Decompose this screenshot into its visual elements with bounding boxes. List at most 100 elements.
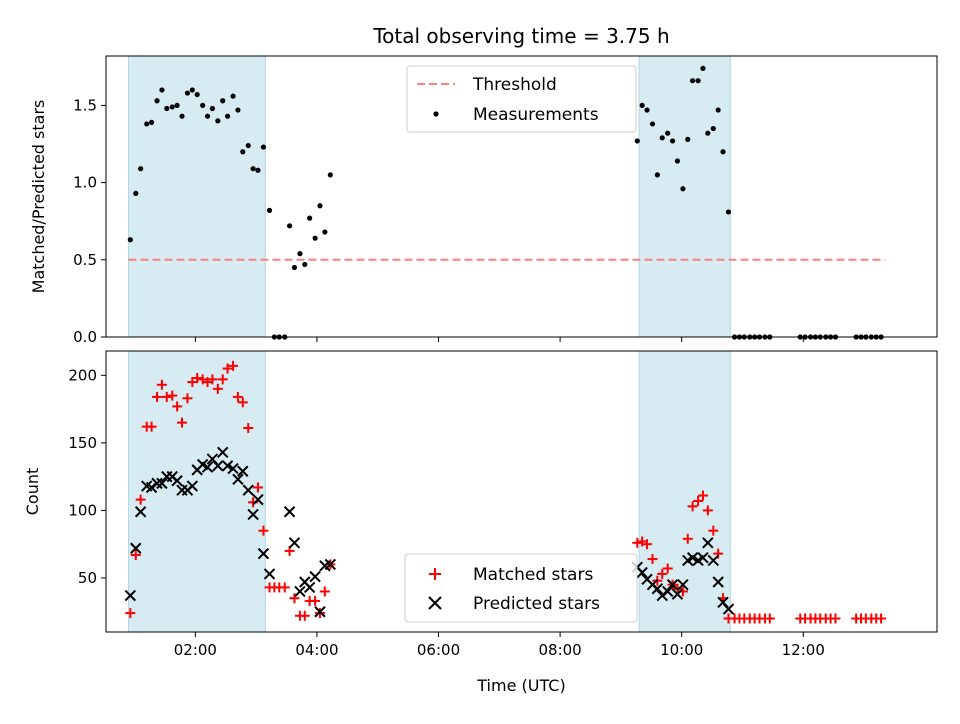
matched-stars-point (212, 383, 223, 394)
measurement-point (700, 65, 706, 71)
predicted-stars-point (288, 537, 301, 549)
predicted-stars-point (636, 566, 648, 579)
matched-stars-point (156, 379, 167, 390)
x-tick-label: 12:00 (782, 641, 825, 659)
predicted-stars-point (702, 537, 714, 549)
measurement-point (327, 172, 333, 178)
y-tick-label: 0.0 (73, 328, 97, 346)
measurement-point (200, 102, 206, 109)
matched-stars-point (289, 593, 300, 604)
measurement-point (148, 119, 155, 125)
ratio-panel: 0.0 0.5 1.0 1.5 Total observing time = 3.75… (29, 24, 938, 346)
measurement-point (138, 166, 144, 172)
y-tick-label: 1.5 (73, 96, 97, 114)
matched-stars-point (237, 397, 248, 408)
matched-stars-point (642, 539, 653, 550)
matched-stars-point (182, 393, 193, 404)
measurement-point (209, 105, 215, 112)
matched-stars-point (279, 582, 290, 593)
measurement-point (725, 209, 732, 215)
predicted-stars-point (124, 589, 137, 602)
measurement-point (302, 261, 308, 268)
measurement-point (169, 104, 175, 110)
count-panel-frame (105, 350, 938, 633)
predicted-stars-point (661, 585, 674, 598)
x-tick-label: 08:00 (538, 641, 581, 659)
predicted-stars-point (130, 542, 142, 554)
predicted-stars-point (666, 579, 679, 591)
matched-stars-point (167, 390, 178, 401)
measurement-point (695, 78, 701, 84)
predicted-stars-legend-swatch (428, 596, 442, 610)
measurement-point (705, 130, 711, 136)
predicted-stars-point (314, 606, 326, 618)
measurement-point (204, 113, 211, 119)
matched-stars-point (172, 401, 183, 412)
predicted-stars-point (212, 460, 224, 472)
chart-title: Total observing time = 3.75 h (372, 24, 669, 48)
measurement-point (669, 138, 676, 144)
measurement-point (297, 251, 303, 257)
threshold-legend-label: Threshold (472, 75, 557, 95)
x-tick-label: 06:00 (417, 641, 460, 659)
x-tick-label: 02:00 (174, 641, 217, 659)
predicted-stars-point (671, 588, 684, 600)
measurement-point (250, 166, 256, 172)
ratio-y-axis-label: Matched/Predicted stars (29, 100, 48, 294)
predicted-stars-point (171, 474, 183, 487)
matched-stars-point (647, 554, 658, 565)
matched-stars-point (258, 525, 269, 536)
measurement-point (144, 121, 150, 127)
matched-stars-point (217, 374, 228, 385)
matched-stars-legend-label: Matched stars (473, 565, 593, 585)
measurement-point (654, 172, 660, 178)
ratio-legend-box (406, 65, 637, 133)
predicted-stars-point (686, 551, 699, 564)
count-legend-box (404, 553, 638, 623)
matched-stars-point (299, 610, 310, 621)
matched-stars-point (243, 423, 254, 434)
y-tick-label: 100 (68, 501, 97, 519)
measurement-point (286, 223, 293, 229)
measurement-point (674, 158, 681, 164)
measurement-point (240, 149, 246, 155)
measurement-point (715, 107, 721, 113)
matched-stars-point (207, 374, 218, 385)
predicted-stars-point (221, 460, 234, 472)
measurement-point (215, 118, 221, 124)
measurement-point (690, 78, 696, 84)
measurement-point (720, 149, 726, 155)
measurement-point (291, 264, 298, 271)
predicted-stars-point (283, 506, 296, 518)
observing-window-2 (638, 350, 731, 633)
measurement-point (220, 98, 226, 104)
measurement-point (245, 142, 251, 149)
measurement-point (224, 113, 231, 119)
measurement-point (194, 91, 200, 98)
predicted-stars-point (712, 576, 724, 588)
measurement-point (639, 102, 645, 109)
measurement-point (659, 135, 665, 141)
matched-stars-point (146, 421, 157, 432)
predicted-stars-point (677, 579, 689, 591)
predicted-stars-point (217, 446, 229, 459)
matched-stars-point (693, 495, 704, 506)
matched-stars-legend-swatch (429, 568, 441, 580)
predicted-stars-point (294, 585, 306, 598)
measurement-point (174, 102, 180, 109)
predicted-stars-point (697, 551, 709, 564)
predicted-stars-point (232, 473, 244, 486)
measurement-point (133, 190, 139, 197)
measurement-point (649, 121, 656, 127)
time-x-axis-label: Time (UTC) (476, 676, 565, 695)
predicted-stars-point (242, 484, 254, 496)
predicted-stars-point (257, 547, 270, 560)
matched-stars-point (252, 482, 263, 493)
y-tick-label: 50 (78, 569, 97, 587)
x-tick-label: 10:00 (660, 641, 703, 659)
matched-stars-point (232, 391, 243, 402)
predicted-stars-point (156, 477, 168, 490)
measurement-point (255, 167, 261, 173)
matched-stars-point (130, 549, 141, 560)
